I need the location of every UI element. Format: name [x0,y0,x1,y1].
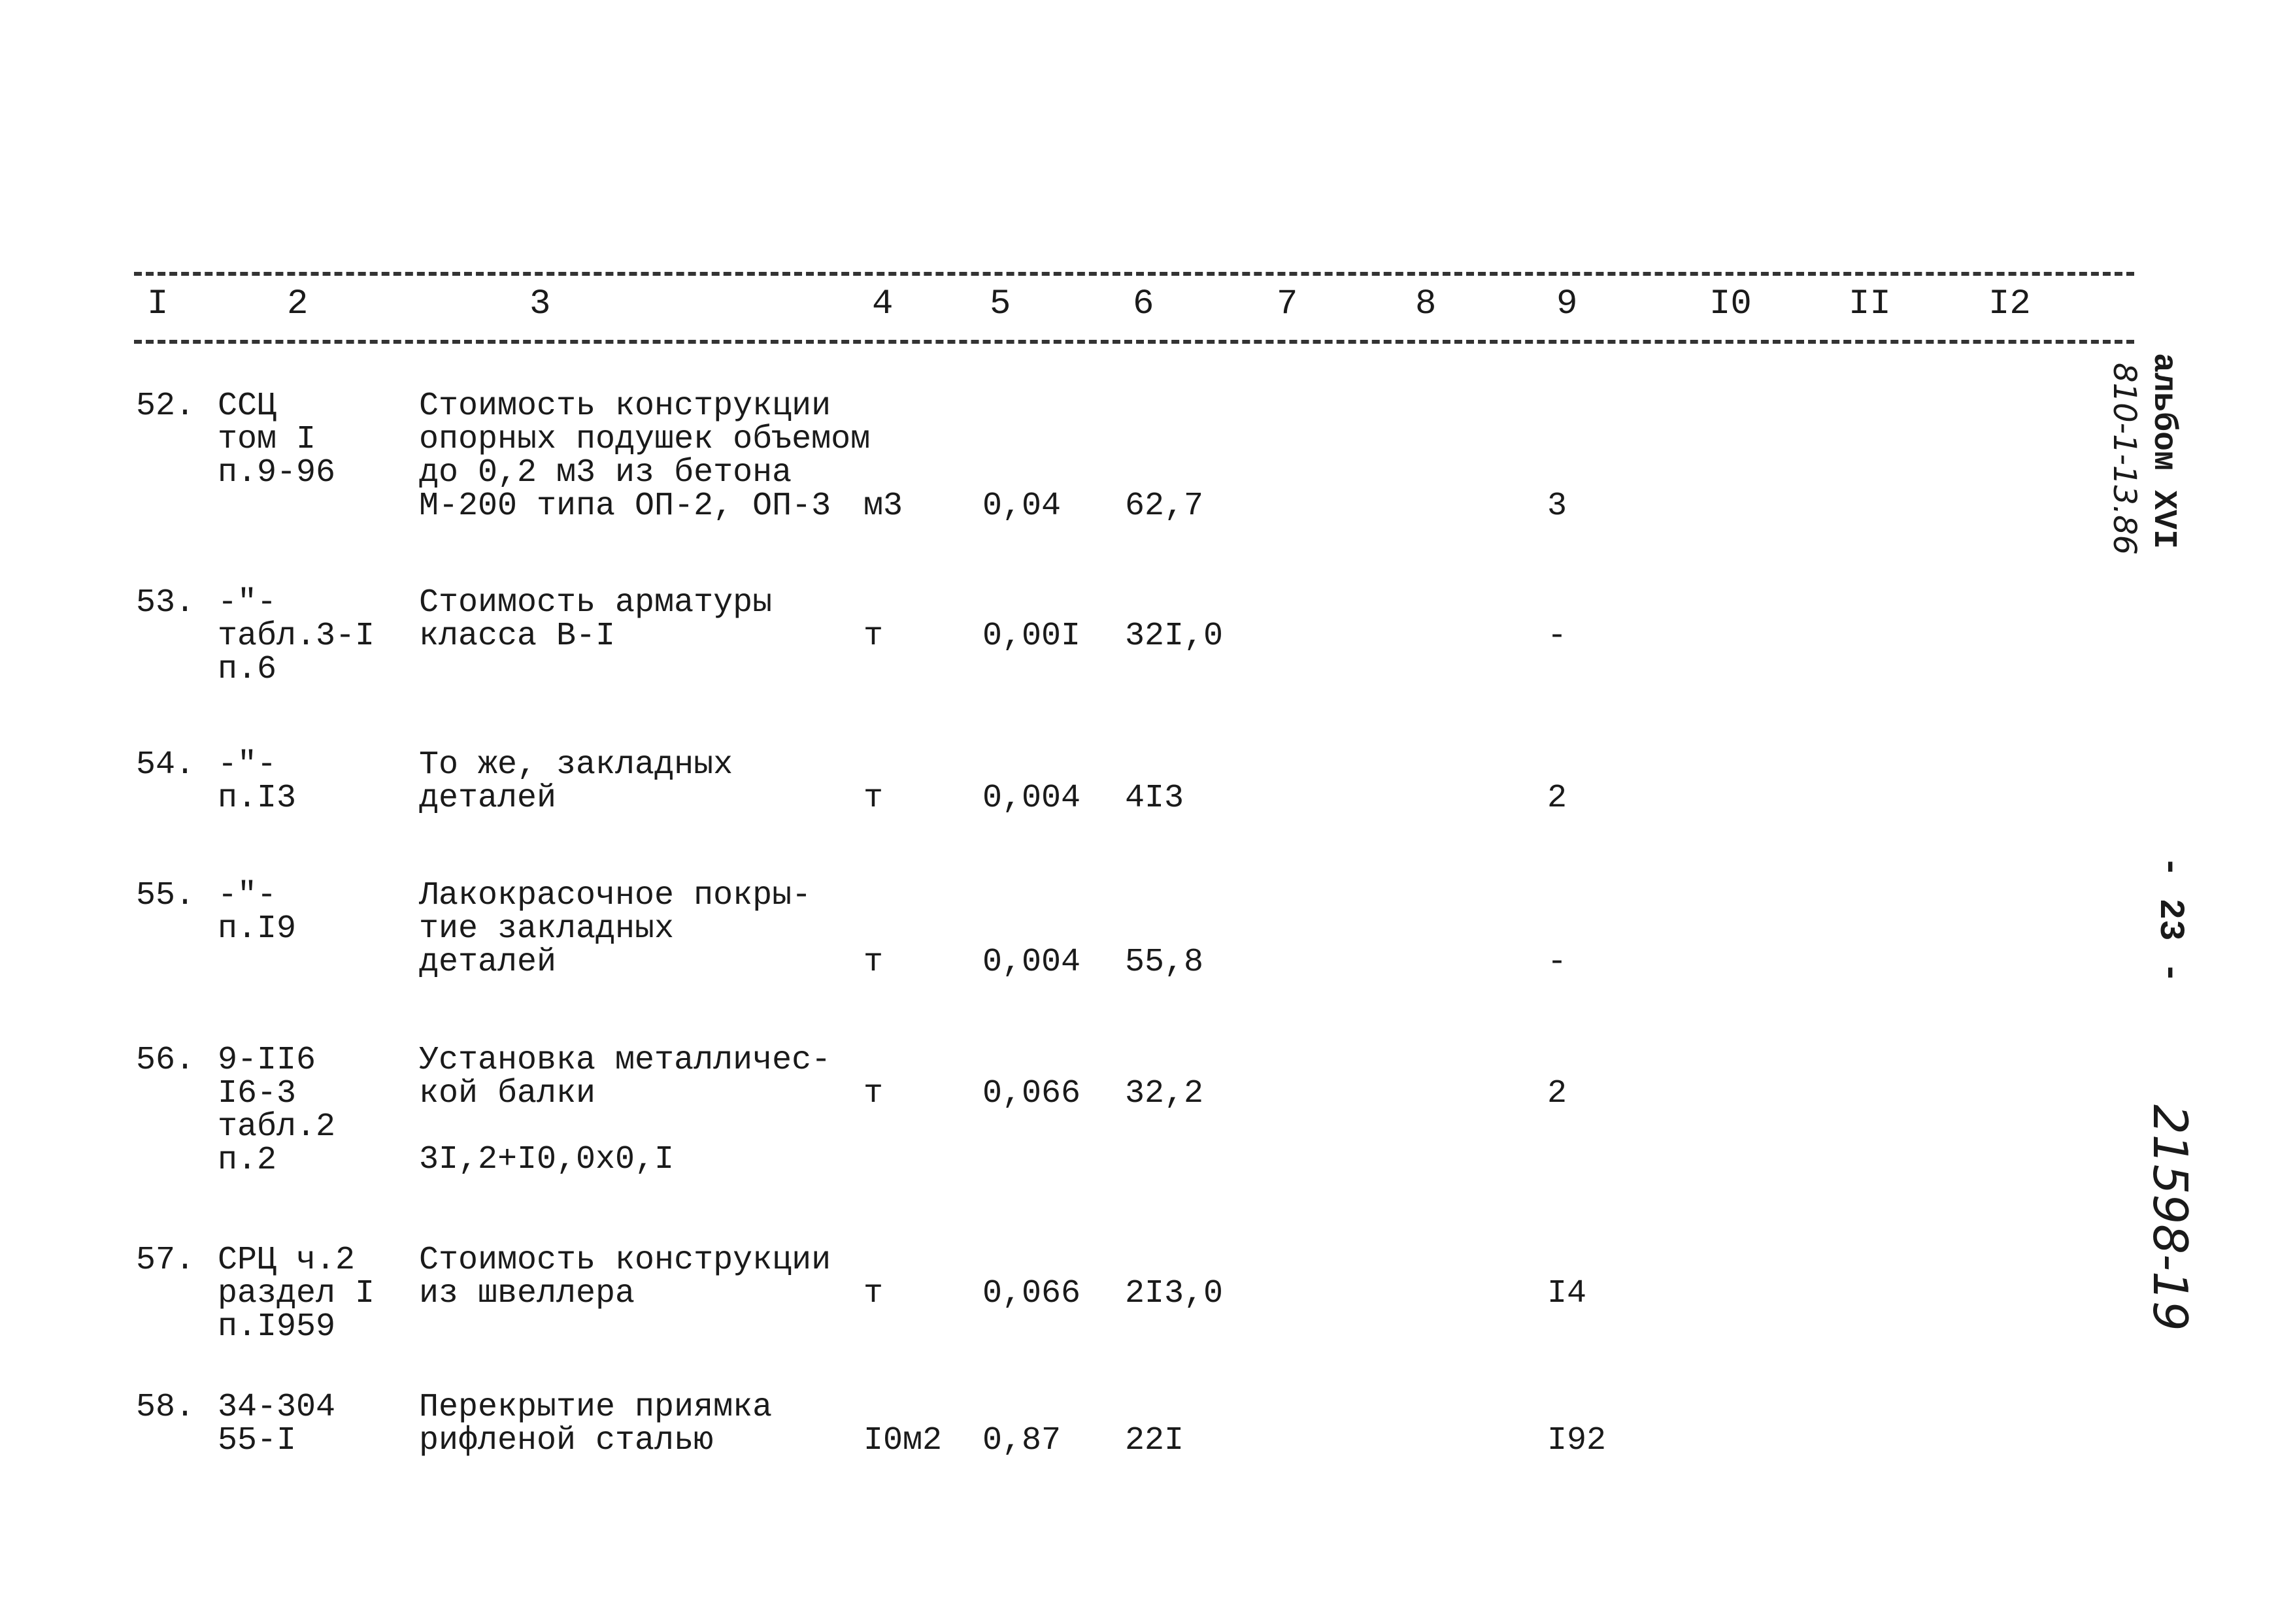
column-9-value: - [1547,618,1567,655]
unit-price: 32I,0 [1125,618,1224,655]
description-line: кой балки [419,1075,596,1112]
description-line: деталей [419,944,557,981]
unit-price: 4I3 [1125,780,1184,817]
column-header-2: 2 [287,284,309,324]
quantity: 0,066 [982,1275,1081,1312]
reference-line: п.2 [218,1142,277,1179]
reference-line: ССЦ [218,388,277,425]
quantity: 0,87 [982,1422,1062,1459]
column-9-value: I4 [1547,1275,1587,1312]
description-line: М-200 типа ОП-2, ОП-3 [419,488,831,525]
description-line: Стоимость арматуры [419,584,773,621]
reference-line: -"- [218,584,277,621]
description-line: опорных подушек объемом [419,421,871,458]
reference-line: табл.3-I [218,618,375,655]
description-line: Перекрытие приямка [419,1389,773,1426]
description-line: Стоимость конструкции [419,1242,831,1279]
description-line: класса В-I [419,618,616,655]
quantity: 0,04 [982,488,1062,525]
quantity: 0,066 [982,1075,1081,1112]
column-header-7: 7 [1277,284,1298,324]
header-top-rule [134,272,2134,276]
column-header-8: 8 [1415,284,1437,324]
header-bottom-rule [134,340,2134,344]
column-9-value: 2 [1547,780,1567,817]
inventory-number: 21598-19 [2143,1104,2198,1331]
description-line: То же, закладных [419,746,733,784]
column-header-3: 3 [529,284,551,324]
unit: т [863,1275,884,1312]
unit-price: 2I3,0 [1125,1275,1224,1312]
reference-line: табл.2 [218,1108,336,1146]
reference-line: п.6 [218,651,277,688]
column-header-12: I2 [1988,284,2031,324]
description-line: до 0,2 м3 из бетона [419,454,792,491]
page-number: - 23 - [2150,856,2190,984]
column-header-11: II [1849,284,1891,324]
row-number: 53. [136,584,195,621]
unit: т [863,618,884,655]
reference-line: п.I3 [218,780,297,817]
unit-price: 62,7 [1125,488,1204,525]
reference-line: I6-3 [218,1075,297,1112]
quantity: 0,004 [982,780,1081,817]
series-label: 810-1-13.86 [2106,363,2143,555]
column-header-4: 4 [872,284,894,324]
unit-price: 55,8 [1125,944,1204,981]
reference-line: п.I9 [218,910,297,948]
unit: м3 [863,488,903,525]
reference-line: СРЦ ч.2 [218,1242,356,1279]
reference-line: раздел I [218,1275,375,1312]
quantity: 0,004 [982,944,1081,981]
reference-line: -"- [218,746,277,784]
unit: т [863,780,884,817]
quantity: 0,00I [982,618,1081,655]
album-label: альбом XVI [2145,353,2182,550]
unit: I0м2 [863,1422,943,1459]
row-number: 57. [136,1242,195,1279]
description-line: Лакокрасочное покры- [419,877,812,914]
description-line: деталей [419,780,557,817]
unit-price: 22I [1125,1422,1184,1459]
column-9-value: I92 [1547,1422,1607,1459]
reference-line: том I [218,421,316,458]
unit: т [863,944,884,981]
reference-line: 9-II6 [218,1042,316,1079]
reference-line: -"- [218,877,277,914]
column-header-10: I0 [1709,284,1752,324]
column-9-value: - [1547,944,1567,981]
reference-line: п.I959 [218,1308,336,1346]
description-line: Стоимость конструкции [419,388,831,425]
row-number: 58. [136,1389,195,1426]
row-number: 56. [136,1042,195,1079]
calculation-formula: 3I,2+I0,0x0,I [419,1141,675,1178]
description-line: рифленой сталью [419,1422,714,1459]
row-number: 52. [136,388,195,425]
description-line: из швеллера [419,1275,635,1312]
column-header-5: 5 [990,284,1011,324]
unit: т [863,1075,884,1112]
description-line: тие закладных [419,910,675,948]
description-line: Установка металличес- [419,1042,831,1079]
reference-line: 34-304 [218,1389,336,1426]
column-9-value: 3 [1547,488,1567,525]
reference-line: 55-I [218,1422,297,1459]
row-number: 54. [136,746,195,784]
unit-price: 32,2 [1125,1075,1204,1112]
column-9-value: 2 [1547,1075,1567,1112]
column-header-6: 6 [1133,284,1154,324]
reference-line: п.9-96 [218,454,336,491]
row-number: 55. [136,877,195,914]
column-header-9: 9 [1556,284,1578,324]
column-header-1: I [147,284,169,324]
